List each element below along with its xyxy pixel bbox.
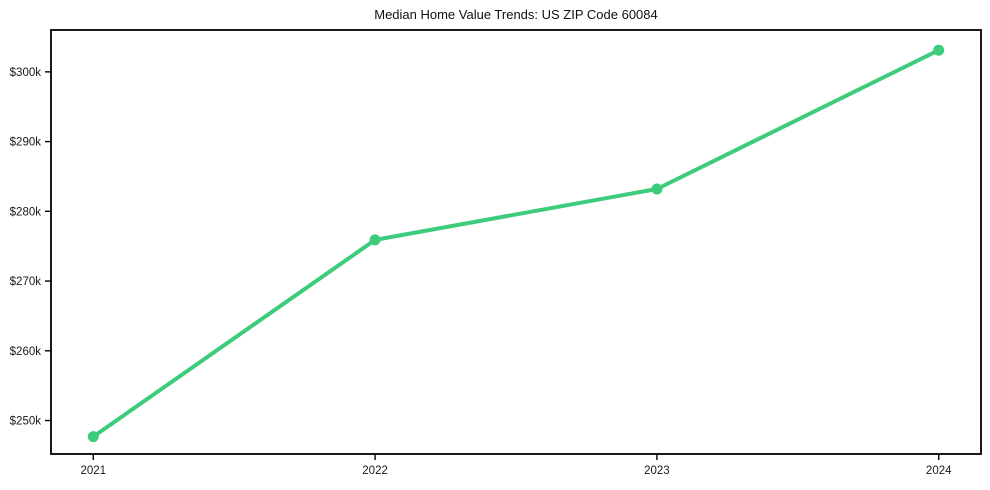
- plot-border: [50, 29, 982, 455]
- x-tick-label: 2022: [362, 465, 388, 477]
- chart-title: Median Home Value Trends: US ZIP Code 60…: [374, 7, 658, 22]
- y-tick-label: $270k: [10, 276, 42, 288]
- x-tick-label: 2024: [926, 465, 952, 477]
- x-tick-label: 2023: [644, 465, 670, 477]
- y-tick-label: $250k: [10, 416, 42, 428]
- y-tick-label: $300k: [10, 67, 42, 79]
- data-point-marker: [87, 431, 99, 443]
- y-tick-label: $260k: [10, 346, 42, 358]
- data-point-marker: [933, 44, 945, 56]
- x-tick-label: 2021: [80, 465, 106, 477]
- trend-line: [91, 48, 941, 439]
- y-tick-label: $290k: [10, 137, 42, 149]
- y-tick-label: $280k: [10, 206, 42, 218]
- data-point-marker: [369, 234, 381, 246]
- data-point-marker: [651, 183, 663, 195]
